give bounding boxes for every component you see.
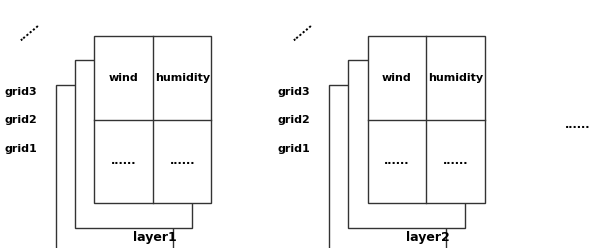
Text: ......: ......: [288, 19, 315, 43]
Text: grid3: grid3: [277, 87, 310, 98]
Bar: [349, 61, 466, 228]
Text: grid1: grid1: [4, 144, 37, 154]
Text: ......: ......: [16, 19, 42, 43]
Text: wind: wind: [382, 73, 412, 83]
Text: ......: ......: [169, 156, 195, 166]
Text: humidity: humidity: [428, 73, 483, 83]
Bar: [95, 36, 212, 203]
Text: grid2: grid2: [277, 115, 310, 124]
Text: ......: ......: [384, 156, 409, 166]
Text: ......: ......: [443, 156, 468, 166]
Text: grid3: grid3: [4, 87, 37, 98]
Text: ......: ......: [565, 120, 590, 129]
Text: wind: wind: [109, 73, 139, 83]
Bar: [75, 61, 192, 228]
Bar: [329, 85, 446, 249]
Bar: [367, 36, 485, 203]
Text: layer1: layer1: [133, 231, 176, 244]
Text: grid1: grid1: [277, 144, 310, 154]
Text: layer2: layer2: [406, 231, 449, 244]
Text: ......: ......: [111, 156, 136, 166]
Bar: [56, 85, 173, 249]
Text: grid2: grid2: [4, 115, 37, 124]
Text: humidity: humidity: [154, 73, 210, 83]
